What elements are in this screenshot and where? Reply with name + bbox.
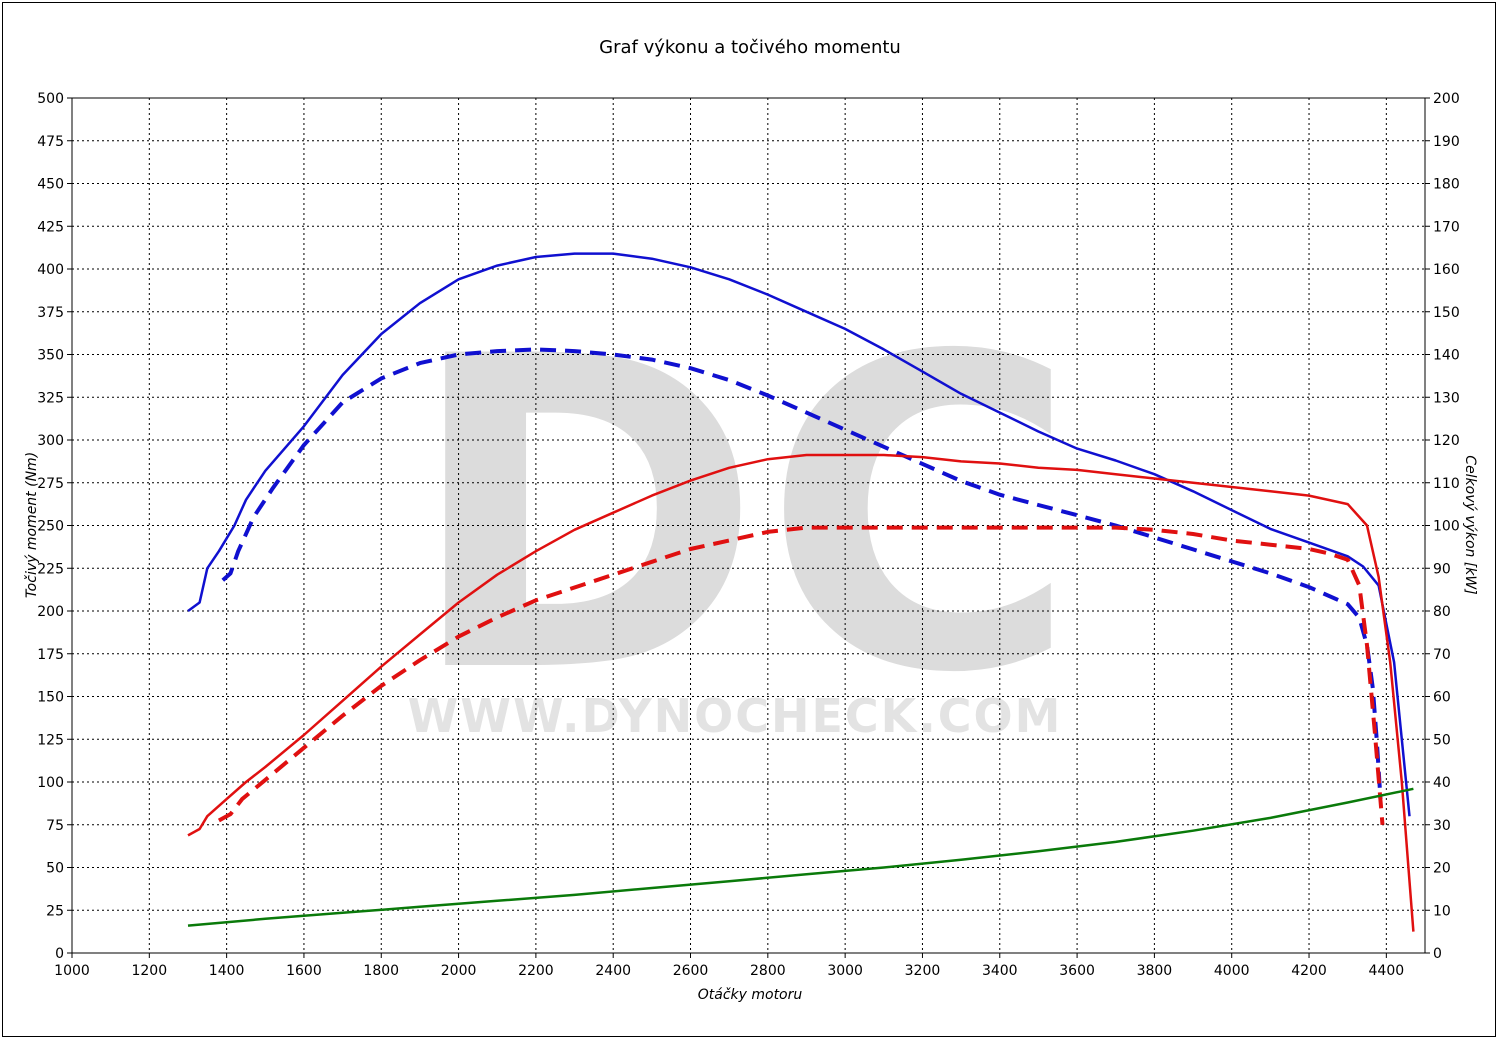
x-tick-label: 3800 (1137, 963, 1173, 979)
right-tick-label: 110 (1433, 476, 1460, 492)
right-tick-label: 50 (1433, 732, 1451, 748)
series-line-1 (187, 252, 1411, 817)
right-tick-label: 120 (1433, 433, 1460, 449)
right-tick-label: 40 (1433, 775, 1451, 791)
right-tick-label: 130 (1433, 390, 1460, 406)
left-tick-label: 25 (46, 903, 64, 919)
right-tick-label: 80 (1433, 604, 1451, 620)
x-tick-label: 4400 (1369, 963, 1405, 979)
left-axis-ticks: 0 25 50 75 100 125 150 175 200 225 250 275 300 325 350… (37, 91, 72, 962)
x-tick-label: 3000 (827, 963, 863, 979)
x-tick-label: 2200 (518, 963, 554, 979)
left-tick-label: 50 (46, 861, 64, 877)
x-tick-label: 4200 (1291, 963, 1327, 979)
x-tick-label: 3600 (1059, 963, 1095, 979)
right-tick-label: 30 (1433, 818, 1451, 834)
x-tick-label: 2400 (595, 963, 631, 979)
watermark-url: WWW.DYNOCHECK.COM (408, 689, 1063, 743)
left-tick-label: 0 (55, 946, 64, 962)
x-tick-label: 1400 (209, 963, 245, 979)
x-tick-label: 2600 (673, 963, 709, 979)
series-line-4 (217, 525, 1385, 825)
right-tick-label: 160 (1433, 262, 1460, 278)
right-axis-ticks: 0 10 20 30 40 50 60 70 80 90 100 110 120 130 140 150 160… (1425, 91, 1460, 962)
right-tick-label: 70 (1433, 647, 1451, 663)
left-tick-label: 175 (37, 647, 64, 663)
left-tick-label: 400 (37, 262, 64, 278)
left-tick-label: 200 (37, 604, 64, 620)
x-tick-label: 1000 (54, 963, 90, 979)
right-tick-label: 170 (1433, 219, 1460, 235)
x-tick-label: 3200 (905, 963, 941, 979)
x-tick-label: 2000 (441, 963, 477, 979)
x-tick-label: 1600 (286, 963, 322, 979)
right-tick-label: 140 (1433, 348, 1460, 364)
left-tick-label: 475 (37, 134, 64, 150)
left-tick-label: 75 (46, 818, 64, 834)
left-tick-label: 350 (37, 348, 64, 364)
right-tick-label: 180 (1433, 177, 1460, 193)
series-group (187, 252, 1415, 932)
right-tick-label: 90 (1433, 561, 1451, 577)
right-tick-label: 190 (1433, 134, 1460, 150)
x-tick-label: 1800 (363, 963, 399, 979)
right-axis-label: Celkový výkon [kW] (1462, 455, 1478, 594)
left-tick-label: 275 (37, 476, 64, 492)
right-tick-label: 0 (1433, 946, 1442, 962)
x-tick-label: 3400 (982, 963, 1018, 979)
left-tick-label: 225 (37, 561, 64, 577)
right-tick-label: 60 (1433, 690, 1451, 706)
x-tick-label: 2800 (750, 963, 786, 979)
left-tick-label: 375 (37, 305, 64, 321)
left-tick-label: 450 (37, 177, 64, 193)
left-tick-label: 325 (37, 390, 64, 406)
x-axis-label: Otáčky motoru (698, 987, 803, 1003)
right-tick-label: 200 (1433, 91, 1460, 107)
left-tick-label: 150 (37, 690, 64, 706)
left-tick-label: 125 (37, 732, 64, 748)
series-line-2 (221, 347, 1383, 800)
left-tick-label: 300 (37, 433, 64, 449)
x-axis-ticks: 1000 1200 1400 1600 1800 2000 2200 2400 2600 2800… (54, 953, 1404, 979)
left-tick-label: 425 (37, 219, 64, 235)
x-tick-label: 4000 (1214, 963, 1250, 979)
right-tick-label: 100 (1433, 519, 1460, 535)
right-tick-label: 20 (1433, 861, 1451, 877)
watermark: DC WWW.DYNOCHECK.COM (406, 267, 1079, 767)
chart-title: Graf výkonu a točivého momentu (599, 37, 901, 58)
series-line-3 (187, 453, 1415, 932)
series-line-5 (187, 787, 1414, 927)
left-tick-label: 250 (37, 519, 64, 535)
x-tick-label: 1200 (131, 963, 167, 979)
left-axis-label: Točivý moment (Nm) (24, 452, 40, 598)
right-tick-label: 150 (1433, 305, 1460, 321)
left-tick-label: 100 (37, 775, 64, 791)
right-tick-label: 10 (1433, 903, 1451, 919)
left-tick-label: 500 (37, 91, 64, 107)
